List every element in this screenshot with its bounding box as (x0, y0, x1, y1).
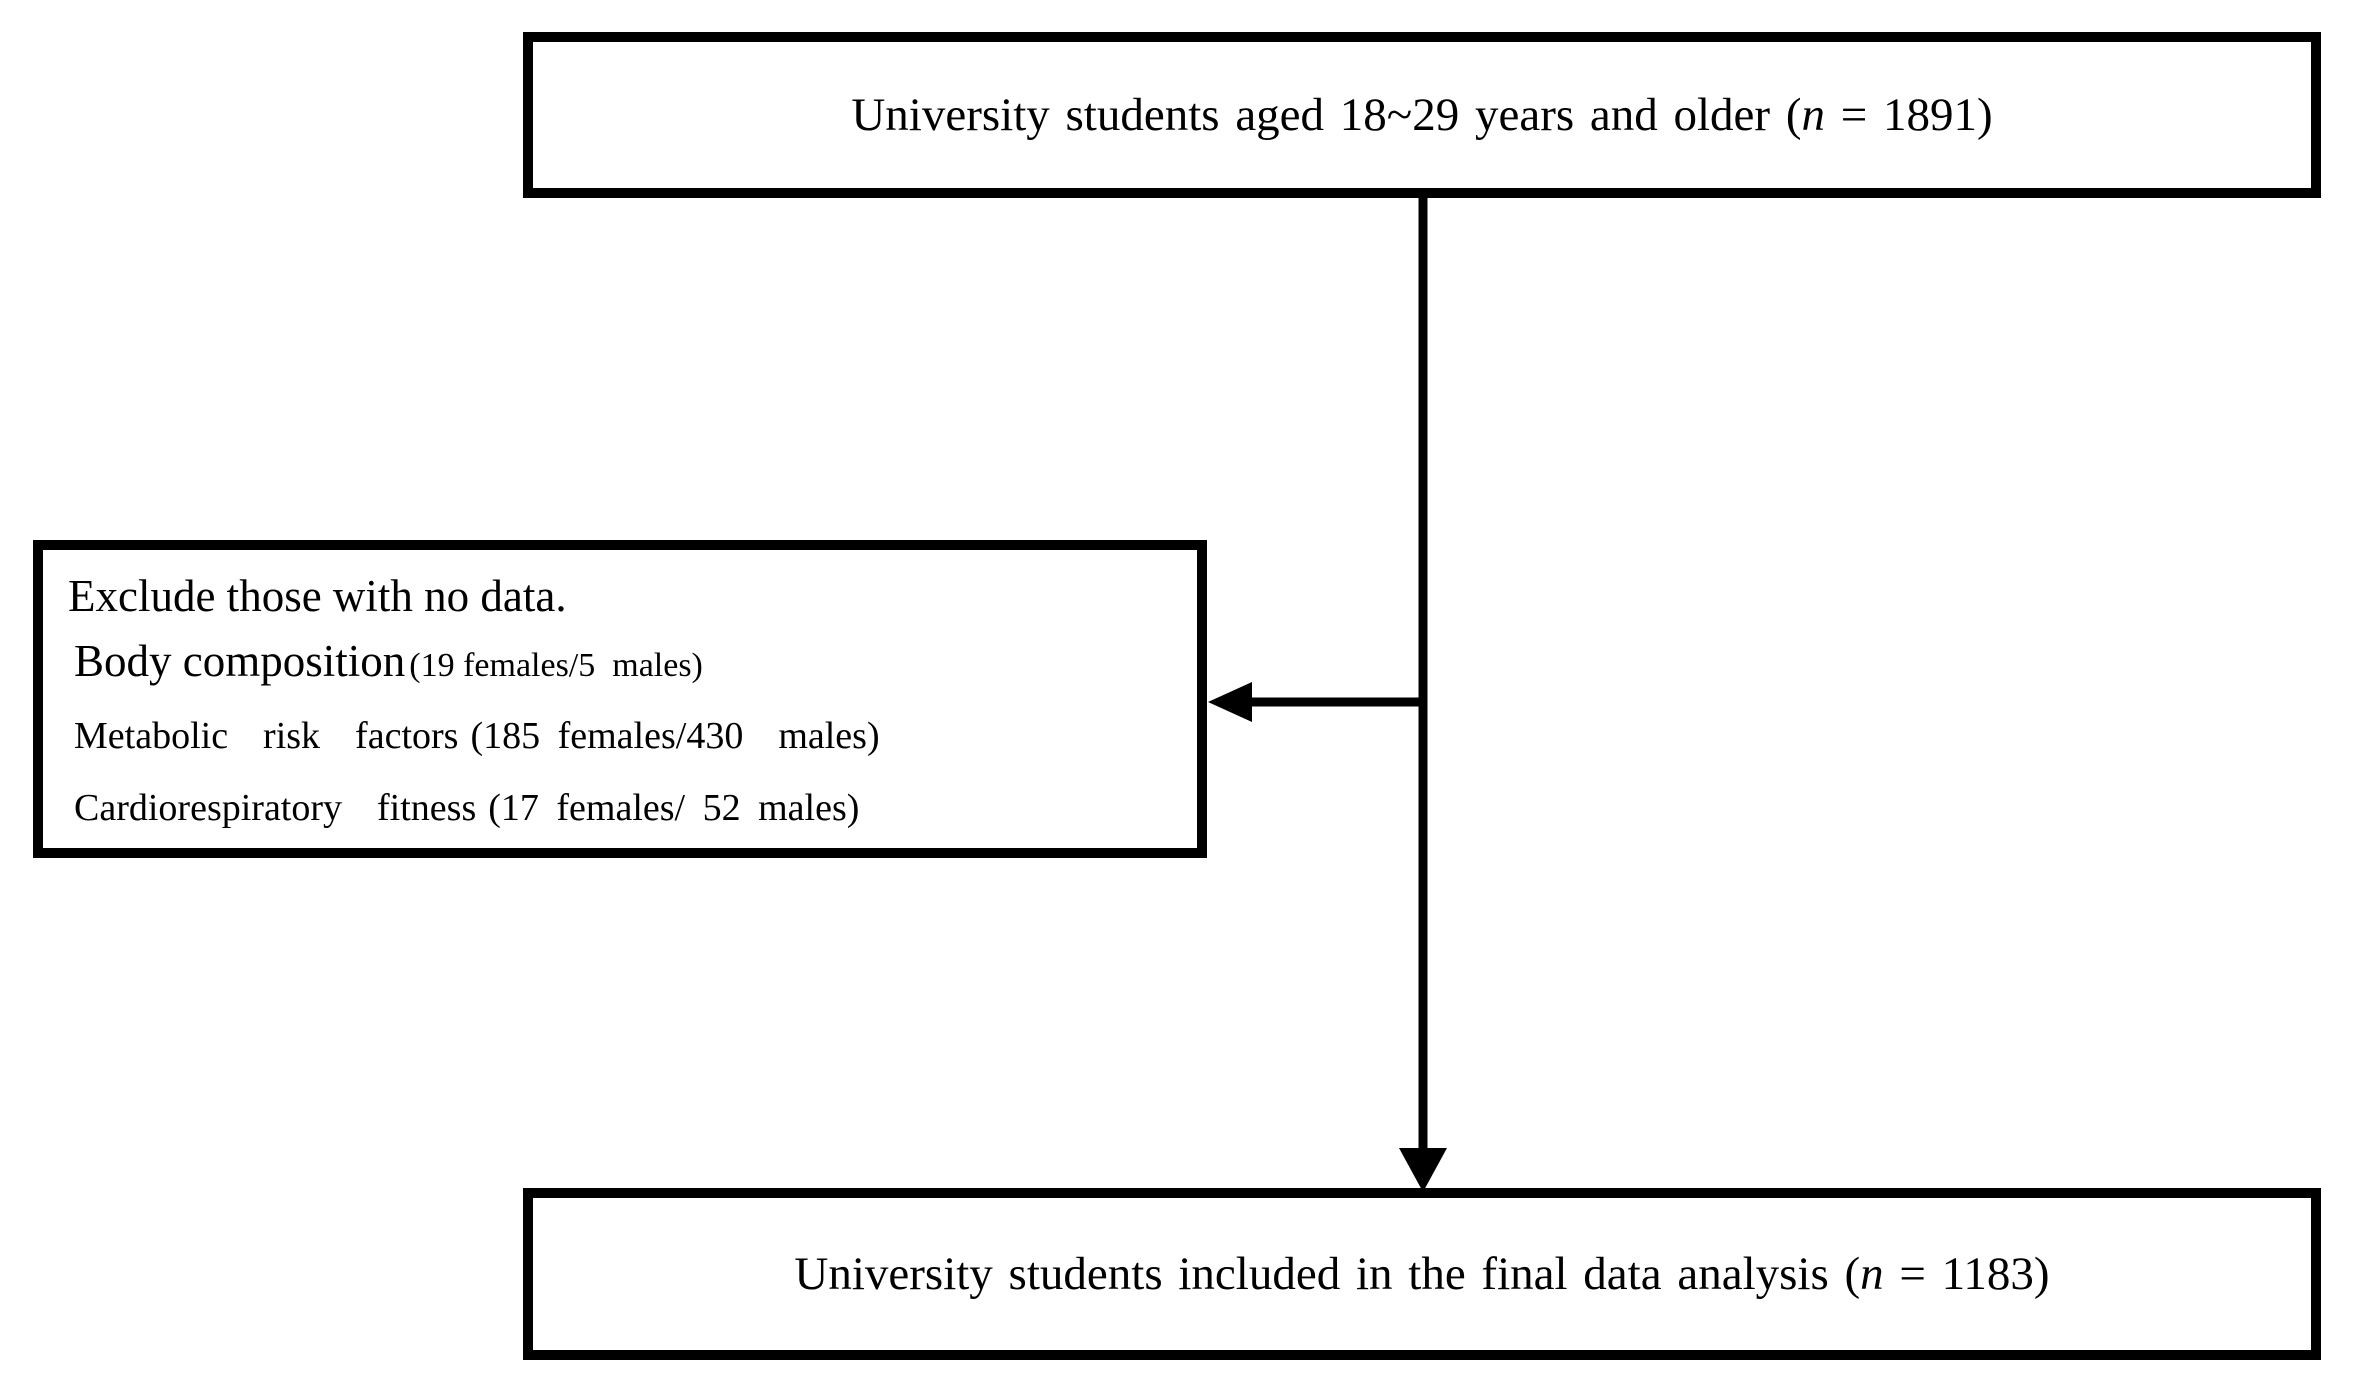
top-population-label: University students aged 18~29 years and… (851, 87, 1992, 143)
top-population-count: = 1891) (1824, 88, 1993, 141)
final-sample-label: University students included in the fina… (794, 1246, 2049, 1302)
top-population-box: University students aged 18~29 years and… (523, 32, 2321, 198)
exclusion-item-body-composition: Body composition (19 females/5 males) (68, 629, 1187, 704)
left-arrow-icon (1208, 682, 1423, 722)
final-sample-count: = 1183) (1883, 1247, 2050, 1300)
exclusion-item-metabolic-risk: Metabolic risk factors (185 females/430 … (68, 704, 1187, 776)
exclusion-item-label: Cardiorespiratory fitness (74, 787, 477, 829)
final-sample-text: University students included in the fina… (794, 1247, 1861, 1300)
exclusion-item-label: Metabolic risk factors (74, 715, 459, 757)
exclusion-item-label: Body composition (74, 636, 406, 686)
exclusion-item-counts: (17 females/ 52 males) (488, 787, 860, 829)
final-sample-n-symbol: n (1860, 1247, 1884, 1300)
exclusion-item-cardiorespiratory-fitness: Cardiorespiratory fitness (17 females/ 5… (68, 776, 1187, 848)
top-population-text: University students aged 18~29 years and… (851, 88, 1802, 141)
down-arrow-icon (1399, 198, 1447, 1192)
final-sample-box: University students included in the fina… (523, 1188, 2321, 1360)
top-population-n-symbol: n (1801, 88, 1825, 141)
exclusion-title: Exclude those with no data. (68, 571, 567, 621)
exclusion-item-counts: (185 females/430 males) (470, 715, 880, 757)
exclusion-criteria-box: Exclude those with no data. Body composi… (33, 540, 1207, 858)
exclusion-item-counts: (19 females/5 males) (409, 647, 703, 684)
